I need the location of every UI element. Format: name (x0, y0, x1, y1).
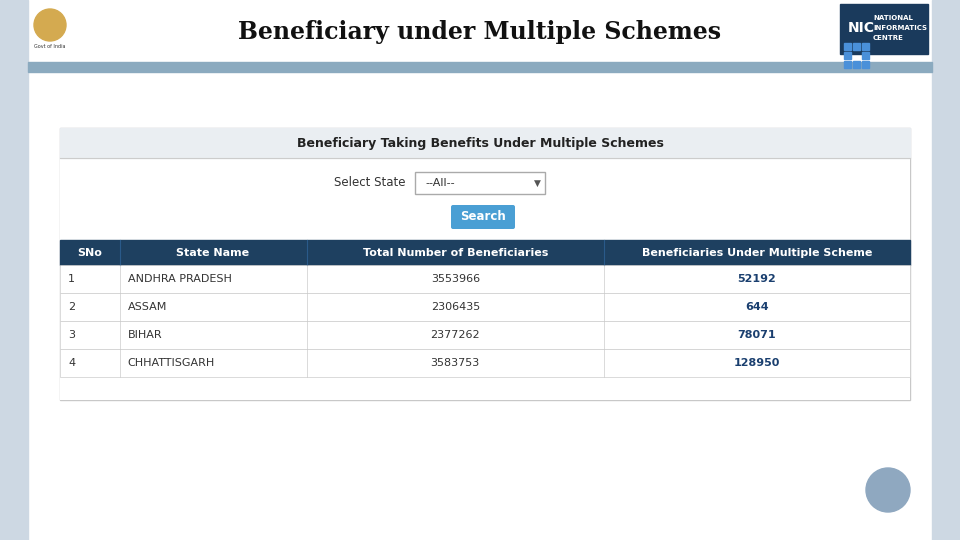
Text: NIC: NIC (848, 21, 875, 35)
Bar (844, 61, 851, 68)
Text: 644: 644 (745, 302, 769, 312)
Bar (844, 43, 851, 50)
Bar (60, 128, 910, 158)
Bar (60, 293, 910, 321)
Bar (862, 52, 869, 59)
Text: 2: 2 (68, 302, 75, 312)
Text: Total Number of Beneficiaries: Total Number of Beneficiaries (363, 247, 548, 258)
Bar (60, 265, 910, 293)
Text: Beneficiary Taking Benefits Under Multiple Schemes: Beneficiary Taking Benefits Under Multip… (297, 137, 663, 150)
Bar (862, 43, 869, 50)
Bar (853, 43, 860, 50)
Bar (60, 158, 910, 400)
Text: Beneficiaries Under Multiple Scheme: Beneficiaries Under Multiple Scheme (642, 247, 873, 258)
Bar (853, 61, 860, 68)
Text: BIHAR: BIHAR (128, 330, 162, 340)
Text: NATIONAL: NATIONAL (873, 15, 913, 21)
FancyBboxPatch shape (451, 205, 515, 229)
Text: ASSAM: ASSAM (128, 302, 167, 312)
Text: 3553966: 3553966 (431, 274, 480, 284)
Bar (60, 240, 910, 265)
Text: Select State: Select State (333, 177, 405, 190)
Text: 3583753: 3583753 (431, 358, 480, 368)
Bar (862, 61, 869, 68)
Bar (932, 0, 960, 540)
Text: 2306435: 2306435 (431, 302, 480, 312)
Bar (844, 52, 851, 59)
Text: State Name: State Name (177, 247, 250, 258)
Circle shape (34, 9, 66, 41)
Text: 52192: 52192 (737, 274, 777, 284)
Bar (840, 4, 928, 54)
Bar (415, 172, 545, 194)
Bar (60, 321, 910, 349)
Bar (60, 349, 910, 377)
Text: SNo: SNo (78, 247, 102, 258)
Circle shape (866, 468, 910, 512)
Bar (60, 128, 910, 400)
Text: CENTRE: CENTRE (873, 35, 904, 41)
Text: INFORMATICS: INFORMATICS (873, 25, 927, 31)
Text: CHHATTISGARH: CHHATTISGARH (128, 358, 215, 368)
Bar (0, 0, 28, 540)
Text: Govt of India: Govt of India (35, 44, 65, 49)
Text: 128950: 128950 (733, 358, 780, 368)
Text: 2377262: 2377262 (430, 330, 480, 340)
Text: Search: Search (460, 211, 506, 224)
Text: ▼: ▼ (534, 179, 540, 187)
Text: 3: 3 (68, 330, 75, 340)
Text: ANDHRA PRADESH: ANDHRA PRADESH (128, 274, 231, 284)
Bar (28, 62, 932, 72)
Text: 1: 1 (68, 274, 75, 284)
Text: 4: 4 (68, 358, 75, 368)
Text: Beneficiary under Multiple Schemes: Beneficiary under Multiple Schemes (238, 20, 722, 44)
Text: --All--: --All-- (425, 178, 455, 188)
Text: 78071: 78071 (737, 330, 777, 340)
